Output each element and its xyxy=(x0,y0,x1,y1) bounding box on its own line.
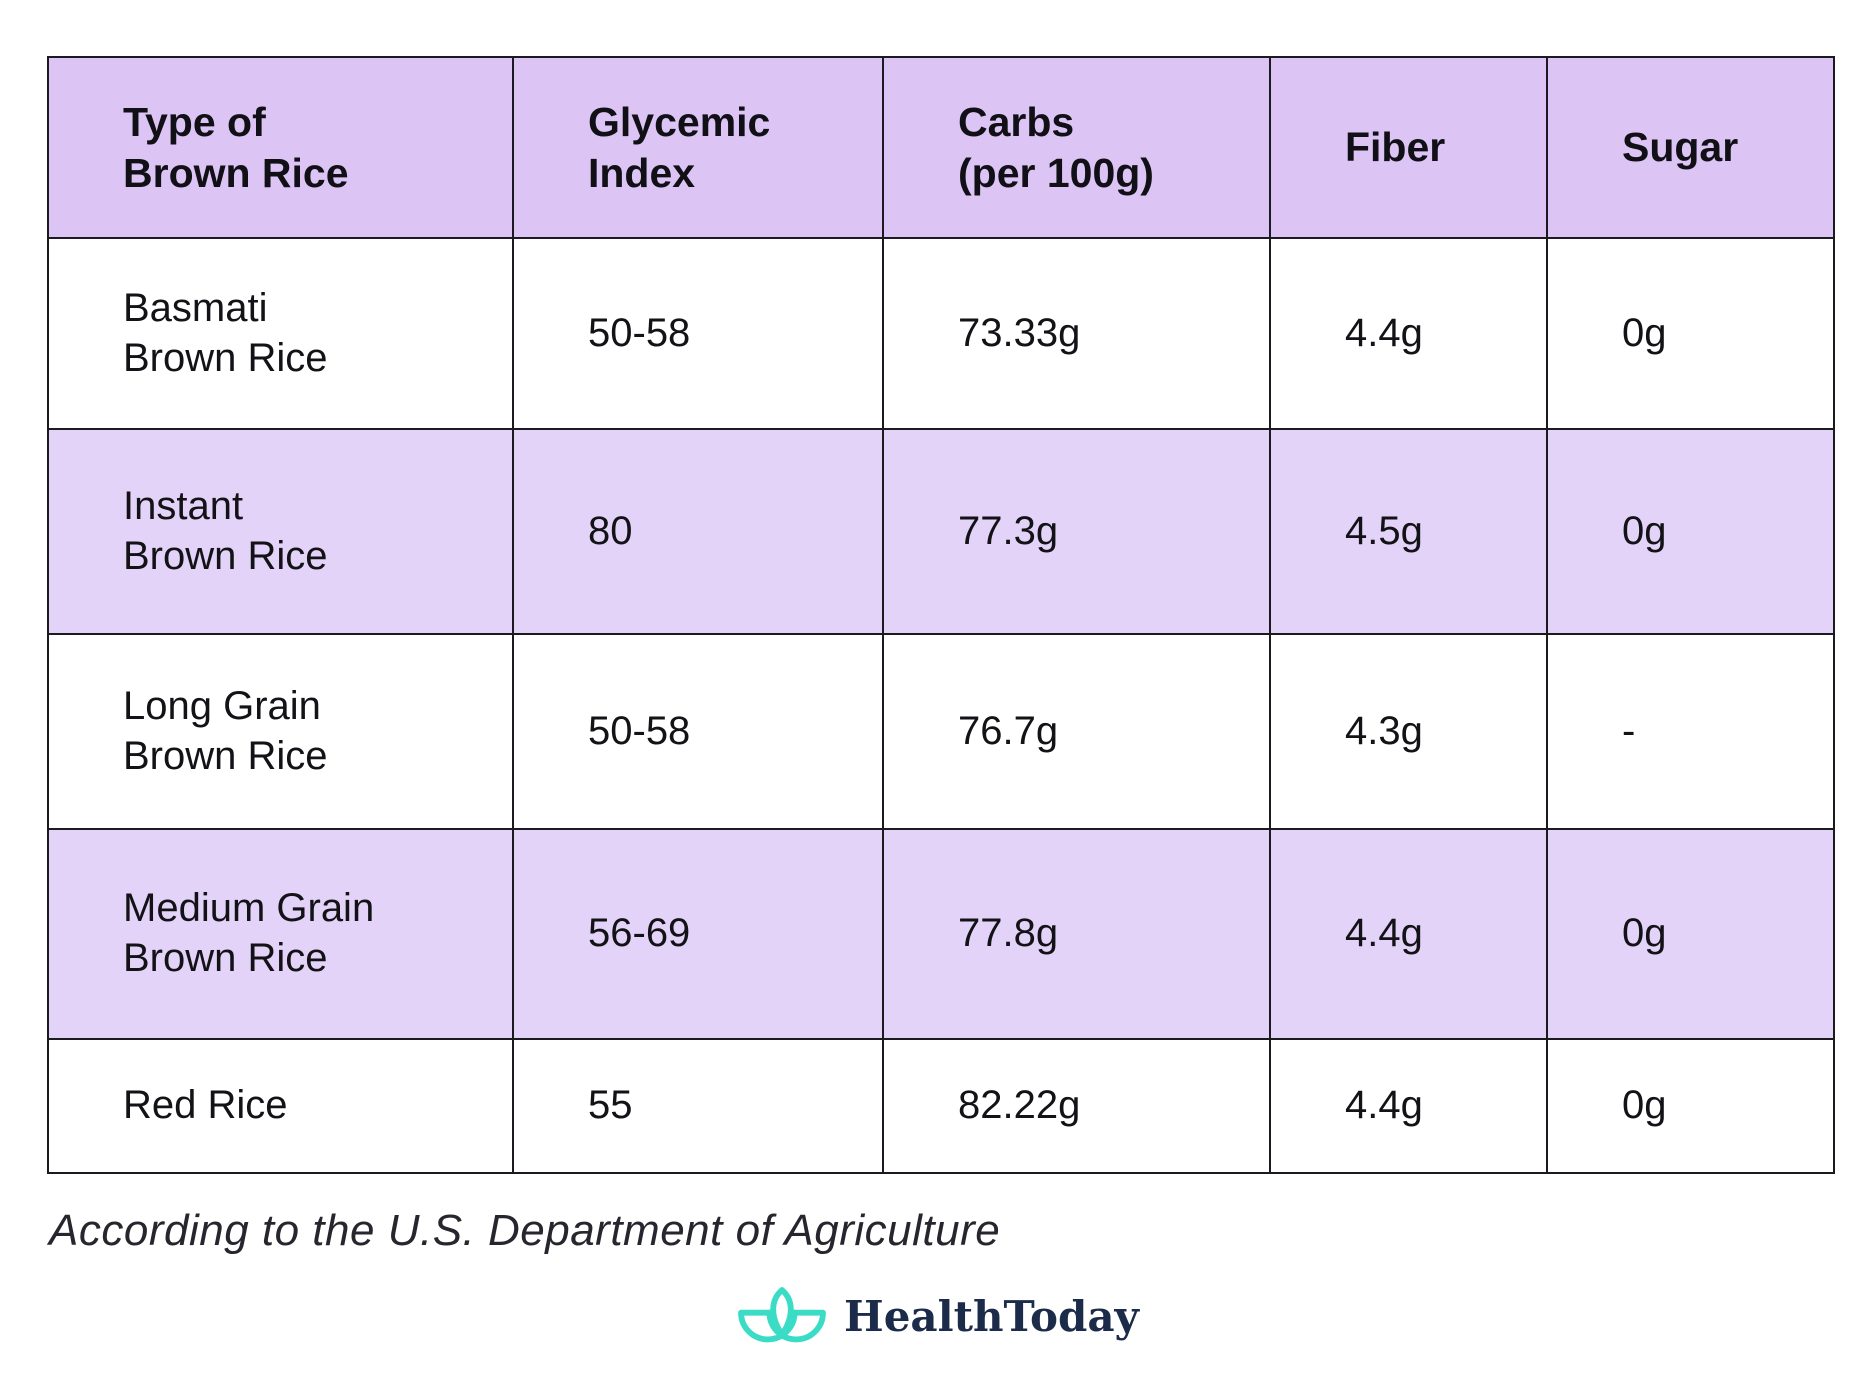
table-cell: 50-58 xyxy=(512,633,884,830)
table-cell: Red Rice xyxy=(47,1038,514,1174)
table-cell: 77.8g xyxy=(882,828,1271,1040)
table-cell: Instant Brown Rice xyxy=(47,428,514,635)
brand-logo: HealthToday xyxy=(0,1284,1875,1348)
header-cell-sugar: Sugar xyxy=(1546,56,1835,239)
table-row-red-rice: Red Rice 55 82.22g 4.4g 0g xyxy=(47,1038,1835,1174)
header-cell-carbs: Carbs (per 100g) xyxy=(882,56,1271,239)
table-cell: 4.4g xyxy=(1269,237,1548,430)
table-cell: 73.33g xyxy=(882,237,1271,430)
rice-nutrition-table: Type of Brown Rice Glycemic Index Carbs … xyxy=(47,56,1835,1174)
table-cell: 50-58 xyxy=(512,237,884,430)
table-cell: 4.4g xyxy=(1269,828,1548,1040)
table-cell: 4.3g xyxy=(1269,633,1548,830)
table-cell: Long Grain Brown Rice xyxy=(47,633,514,830)
table-cell: 4.5g xyxy=(1269,428,1548,635)
brand-name: HealthToday xyxy=(844,1291,1139,1341)
table-cell: 0g xyxy=(1546,1038,1835,1174)
table-cell: - xyxy=(1546,633,1835,830)
table-cell: 0g xyxy=(1546,237,1835,430)
table-cell: 77.3g xyxy=(882,428,1271,635)
table-cell: 80 xyxy=(512,428,884,635)
table-cell: 4.4g xyxy=(1269,1038,1548,1174)
table-row-instant: Instant Brown Rice 80 77.3g 4.5g 0g xyxy=(47,428,1835,635)
table-cell: 55 xyxy=(512,1038,884,1174)
table-cell: Basmati Brown Rice xyxy=(47,237,514,430)
table-cell: Medium Grain Brown Rice xyxy=(47,828,514,1040)
table-cell: 82.22g xyxy=(882,1038,1271,1174)
table-row-medium-grain: Medium Grain Brown Rice 56-69 77.8g 4.4g… xyxy=(47,828,1835,1040)
header-row: Type of Brown Rice Glycemic Index Carbs … xyxy=(47,56,1835,239)
table-row-long-grain: Long Grain Brown Rice 50-58 76.7g 4.3g - xyxy=(47,633,1835,830)
table-cell: 0g xyxy=(1546,828,1835,1040)
table-cell: 56-69 xyxy=(512,828,884,1040)
header-cell-fiber: Fiber xyxy=(1269,56,1548,239)
lotus-flower-icon xyxy=(738,1287,826,1343)
table-cell: 0g xyxy=(1546,428,1835,635)
header-cell-type: Type of Brown Rice xyxy=(47,56,514,239)
table-row-basmati: Basmati Brown Rice 50-58 73.33g 4.4g 0g xyxy=(47,237,1835,430)
header-cell-glycemic-index: Glycemic Index xyxy=(512,56,884,239)
source-note: According to the U.S. Department of Agri… xyxy=(49,1206,1001,1255)
table-cell: 76.7g xyxy=(882,633,1271,830)
